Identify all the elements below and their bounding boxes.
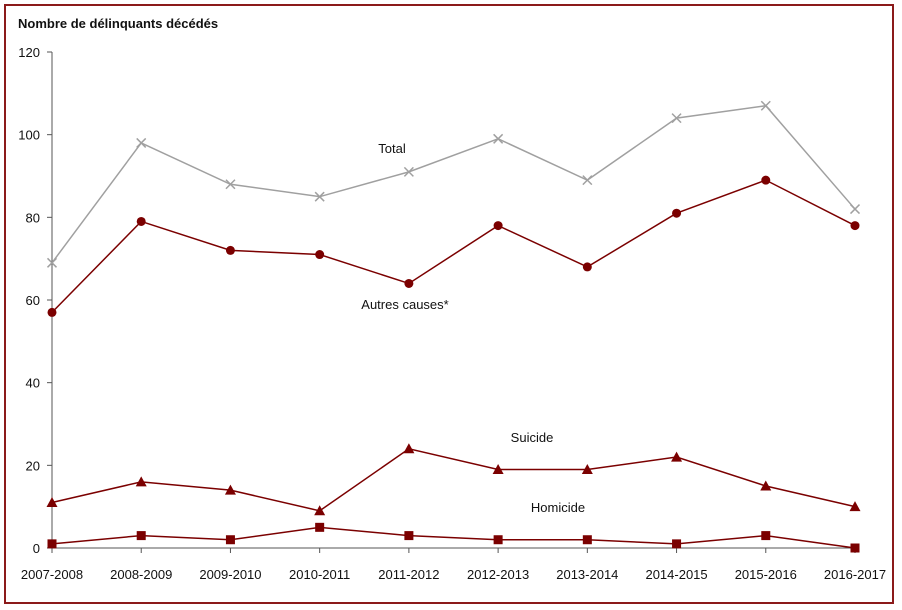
data-point-homicide [761,531,771,541]
data-point-total [760,100,771,111]
x-tick-label: 2016-2017 [824,567,886,582]
data-point-homicide [47,539,57,549]
data-point-suicide [403,443,415,454]
data-point-homicide [672,539,682,549]
data-point-total [671,113,682,124]
data-point-total [582,175,593,186]
data-point-autres-causes [850,221,860,231]
series-label-total: Total [378,141,406,156]
x-tick-label: 2007-2008 [21,567,83,582]
data-point-suicide [46,497,58,508]
data-point-homicide [136,531,146,541]
data-point-total [314,191,325,202]
series-label-autres-causes: Autres causes* [361,297,448,312]
data-point-autres-causes [404,278,414,288]
data-point-total [493,133,504,144]
x-tick-label: 2009-2010 [199,567,261,582]
data-point-autres-causes [225,245,235,255]
chart-frame [4,4,894,604]
data-point-autres-causes [582,262,592,272]
data-point-homicide [493,535,503,545]
series-line-total [51,104,856,264]
y-axis-title: Nombre de délinquants décédés [18,16,219,31]
x-tick-label: 2011-2012 [378,567,439,582]
data-point-total [225,179,236,190]
data-point-suicide [224,484,236,495]
data-point-suicide [492,463,504,474]
x-tick-label: 2015-2016 [735,567,797,582]
data-point-suicide [314,505,326,516]
data-point-autres-causes [47,307,57,317]
data-point-homicide [582,535,592,545]
x-tick-label: 2013-2014 [556,567,618,582]
data-point-total [403,166,414,177]
data-point-total [46,257,58,268]
data-point-homicide [850,543,860,553]
series-label-suicide: Suicide [511,430,554,445]
x-tick-label: 2010-2011 [289,567,350,582]
data-point-homicide [315,522,325,532]
data-point-suicide [581,463,593,474]
x-tick-label: 2014-2015 [645,567,707,582]
data-point-suicide [671,451,683,462]
y-tick-label: 120 [18,45,40,60]
y-tick-label: 20 [26,458,40,473]
data-point-autres-causes [493,221,503,231]
x-tick-label: 2008-2009 [110,567,172,582]
x-tick-label: 2012-2013 [467,567,529,582]
data-point-suicide [760,480,772,491]
data-point-suicide [849,501,861,512]
series-line-autres-causes [51,179,856,313]
data-point-homicide [225,535,235,545]
data-point-autres-causes [315,250,325,260]
data-point-autres-causes [672,208,682,218]
data-point-autres-causes [761,175,771,185]
data-point-autres-causes [136,216,146,226]
y-tick-label: 60 [26,293,40,308]
data-point-suicide [135,476,147,487]
data-point-total [136,137,147,148]
y-tick-label: 80 [26,210,40,225]
data-point-homicide [404,531,414,541]
y-tick-label: 40 [26,376,40,391]
data-point-total [849,204,861,215]
series-line-suicide [51,447,856,512]
series-line-homicide [51,526,856,549]
series-label-homicide: Homicide [531,500,585,515]
y-tick-label: 100 [18,128,40,143]
y-tick-label: 0 [33,541,40,556]
